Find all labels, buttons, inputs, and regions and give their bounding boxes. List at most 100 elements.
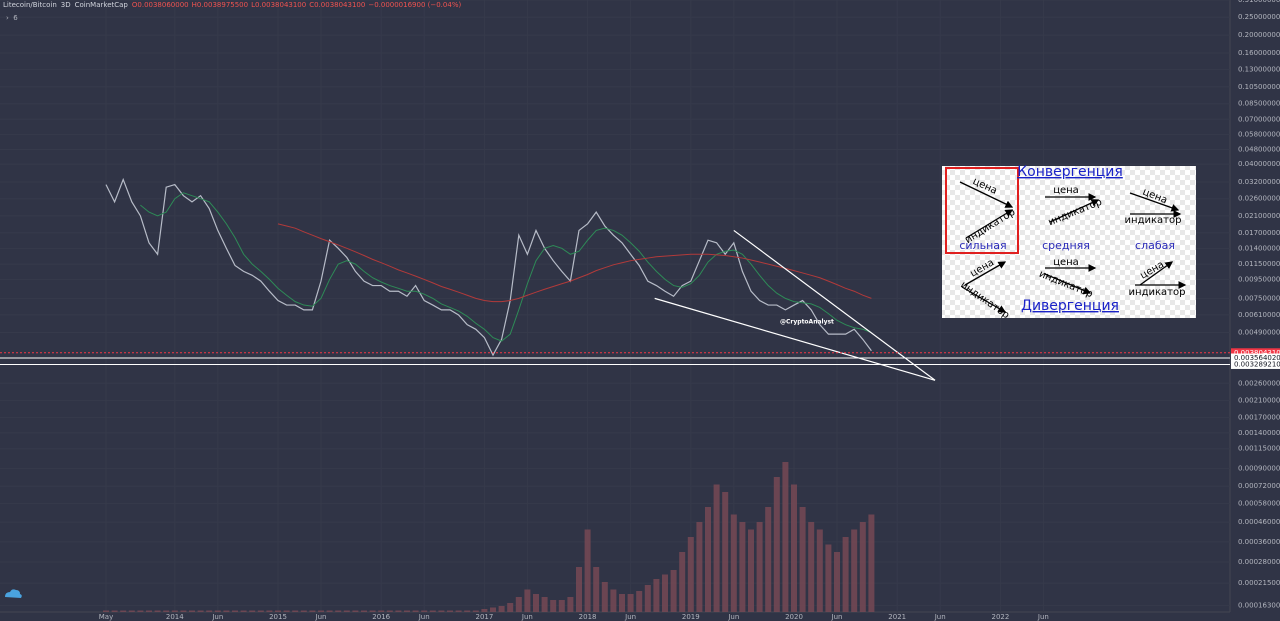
y-tick-label: 0.3100000000: [1238, 0, 1280, 4]
y-tick-label: 0.2500000000: [1238, 13, 1280, 21]
volume-bar: [627, 594, 634, 612]
volume-bar: [584, 529, 591, 612]
cell-label: индикатор: [1129, 287, 1186, 298]
y-tick-label: 0.0004600000: [1238, 518, 1280, 526]
volume-bar: [232, 610, 238, 612]
y-tick-label: 0.0075000000: [1238, 294, 1280, 302]
volume-bar: [670, 570, 677, 612]
volume-bar: [515, 597, 522, 612]
y-tick-label: 0.0850000000: [1238, 100, 1280, 108]
y-tick-label: 0.0003600000: [1238, 538, 1280, 546]
y-tick-label: 0.0002800000: [1238, 558, 1280, 566]
volume-bar: [369, 610, 376, 612]
volume-bar: [386, 610, 393, 612]
volume-bar: [395, 610, 402, 612]
x-tick-label: Jun: [418, 613, 430, 621]
volume-bar: [412, 610, 419, 612]
volume-bar: [490, 607, 496, 612]
volume-bar: [748, 529, 754, 612]
price-label-box: [1231, 353, 1280, 363]
y-tick-label: 0.0049000000: [1238, 328, 1280, 336]
y-tick-label: 0.0170000000: [1238, 229, 1280, 237]
inset-title: Конвергенция: [1017, 164, 1123, 180]
volume-bar: [653, 579, 660, 612]
x-tick-label: 2020: [785, 613, 803, 621]
volume-bar: [361, 610, 367, 612]
volume: [103, 462, 875, 612]
volume-bar: [404, 610, 410, 612]
price-label: 0.0038043100: [1234, 349, 1280, 357]
y-tick-label: 0.0115000000: [1238, 260, 1280, 268]
volume-bar: [576, 567, 582, 612]
watermark: @CryptoAnalyst: [780, 319, 834, 326]
volume-bar: [713, 484, 720, 612]
volume-bar: [171, 610, 178, 612]
volume-bar: [739, 522, 746, 612]
volume-bar: [137, 610, 144, 612]
logo: [5, 589, 22, 598]
x-tick-label: 2019: [682, 613, 700, 621]
volume-bar: [146, 610, 152, 612]
volume-bar: [567, 597, 574, 612]
x-tick-label: Jun: [831, 613, 843, 621]
x-tick-label: Jun: [934, 613, 946, 621]
volume-bar: [834, 552, 840, 612]
x-tick-label: 2021: [888, 613, 906, 621]
x-tick-label: Jun: [727, 613, 739, 621]
strength-label: сильная: [959, 239, 1006, 252]
y-tick-label: 0.0002150000: [1238, 579, 1280, 587]
price-label: 0.0032892100: [1234, 360, 1280, 368]
strength-label: слабая: [1135, 239, 1175, 252]
price-label-box: [1231, 348, 1280, 358]
moving-average: [277, 223, 872, 303]
volume-bar: [352, 610, 359, 612]
volume-bar: [808, 522, 815, 612]
inset-background: [942, 166, 1196, 318]
volume-bar: [429, 610, 436, 612]
price-label-box: [1231, 359, 1280, 369]
volume-bar: [189, 610, 195, 612]
y-tick-label: 0.1300000000: [1238, 66, 1280, 74]
volume-bar: [309, 610, 316, 612]
y-tick-label: 0.0005800000: [1238, 500, 1280, 508]
y-tick-label: 0.2000000000: [1238, 31, 1280, 39]
arrow: [1044, 273, 1092, 295]
volume-bar: [773, 477, 780, 612]
volume-bar: [696, 522, 703, 612]
y-tick-label: 0.0210000000: [1238, 212, 1280, 220]
y-tick-label: 0.0320000000: [1238, 178, 1280, 186]
volume-bar: [550, 600, 557, 612]
volume-bar: [472, 610, 479, 612]
y-tick-label: 0.0480000000: [1238, 146, 1280, 154]
volume-bar: [180, 610, 187, 612]
volume-bar: [326, 610, 333, 612]
volume-bar: [679, 552, 686, 612]
y-tick-label: 0.1600000000: [1238, 49, 1280, 57]
volume-bar: [128, 610, 135, 612]
indicators-toggle[interactable]: › 6: [6, 14, 18, 22]
volume-bar: [257, 610, 264, 612]
volume-bar: [318, 610, 324, 612]
volume-bar: [816, 529, 823, 612]
y-tick-label: 0.0400000000: [1238, 160, 1280, 168]
y-tick-label: 0.0260000000: [1238, 195, 1280, 203]
volume-bar: [636, 591, 643, 612]
arrow: [961, 286, 1007, 313]
volume-bar: [283, 610, 290, 612]
arrow: [1049, 199, 1100, 223]
volume-bar: [275, 610, 281, 612]
trendline: [654, 297, 936, 381]
y-tick-label: 0.0021000000: [1238, 396, 1280, 404]
x-tick-label: 2016: [372, 613, 390, 621]
source: CoinMarketCap: [74, 1, 128, 9]
volume-bar: [644, 585, 651, 612]
volume-bar: [722, 492, 729, 612]
arrow: [964, 261, 1007, 286]
indicator-count: 6: [13, 14, 18, 22]
arrow: [1139, 261, 1174, 286]
volume-bar: [464, 610, 471, 612]
volume-bar: [868, 514, 875, 612]
volume-bar: [378, 610, 385, 612]
